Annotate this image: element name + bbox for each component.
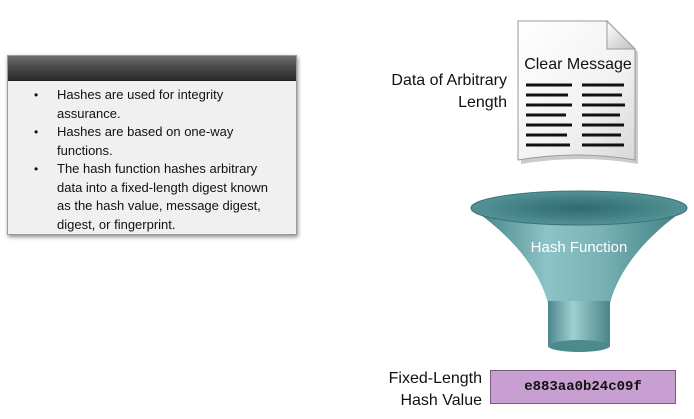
funnel-icon: Hash Function bbox=[470, 190, 688, 352]
bullet-text: Hashes are used for integrity assurance. bbox=[57, 87, 224, 121]
input-label: Data of Arbitrary Length bbox=[391, 70, 507, 114]
bullet-dot: • bbox=[34, 88, 39, 102]
bullet-text: The hash function hashes arbitrary data … bbox=[57, 161, 269, 232]
bullet-item: • Hashes are based on one-way functions. bbox=[34, 123, 284, 160]
input-label-line2: Length bbox=[458, 94, 507, 111]
output-label-line2: Hash Value bbox=[400, 392, 482, 409]
bullet-dot: • bbox=[34, 162, 39, 176]
output-label: Fixed-Length Hash Value bbox=[389, 368, 482, 412]
input-label-line1: Data of Arbitrary bbox=[391, 72, 507, 89]
function-label: Hash Function bbox=[531, 239, 628, 256]
bullet-item: • Hashes are used for integrity assuranc… bbox=[34, 86, 284, 123]
info-panel: • Hashes are used for integrity assuranc… bbox=[7, 55, 297, 235]
hash-value-text: e883aa0b24c09f bbox=[524, 379, 642, 395]
document-title: Clear Message bbox=[524, 56, 632, 73]
panel-header-bar bbox=[8, 56, 296, 81]
output-label-line1: Fixed-Length bbox=[388, 370, 482, 387]
hash-value-box: e883aa0b24c09f bbox=[490, 370, 676, 404]
bullet-text: Hashes are based on one-way functions. bbox=[57, 124, 234, 158]
bullet-list: • Hashes are used for integrity assuranc… bbox=[8, 81, 296, 234]
document-icon: Clear Message bbox=[517, 19, 638, 164]
bullet-dot: • bbox=[34, 125, 39, 139]
bullet-item: • The hash function hashes arbitrary dat… bbox=[34, 160, 284, 234]
